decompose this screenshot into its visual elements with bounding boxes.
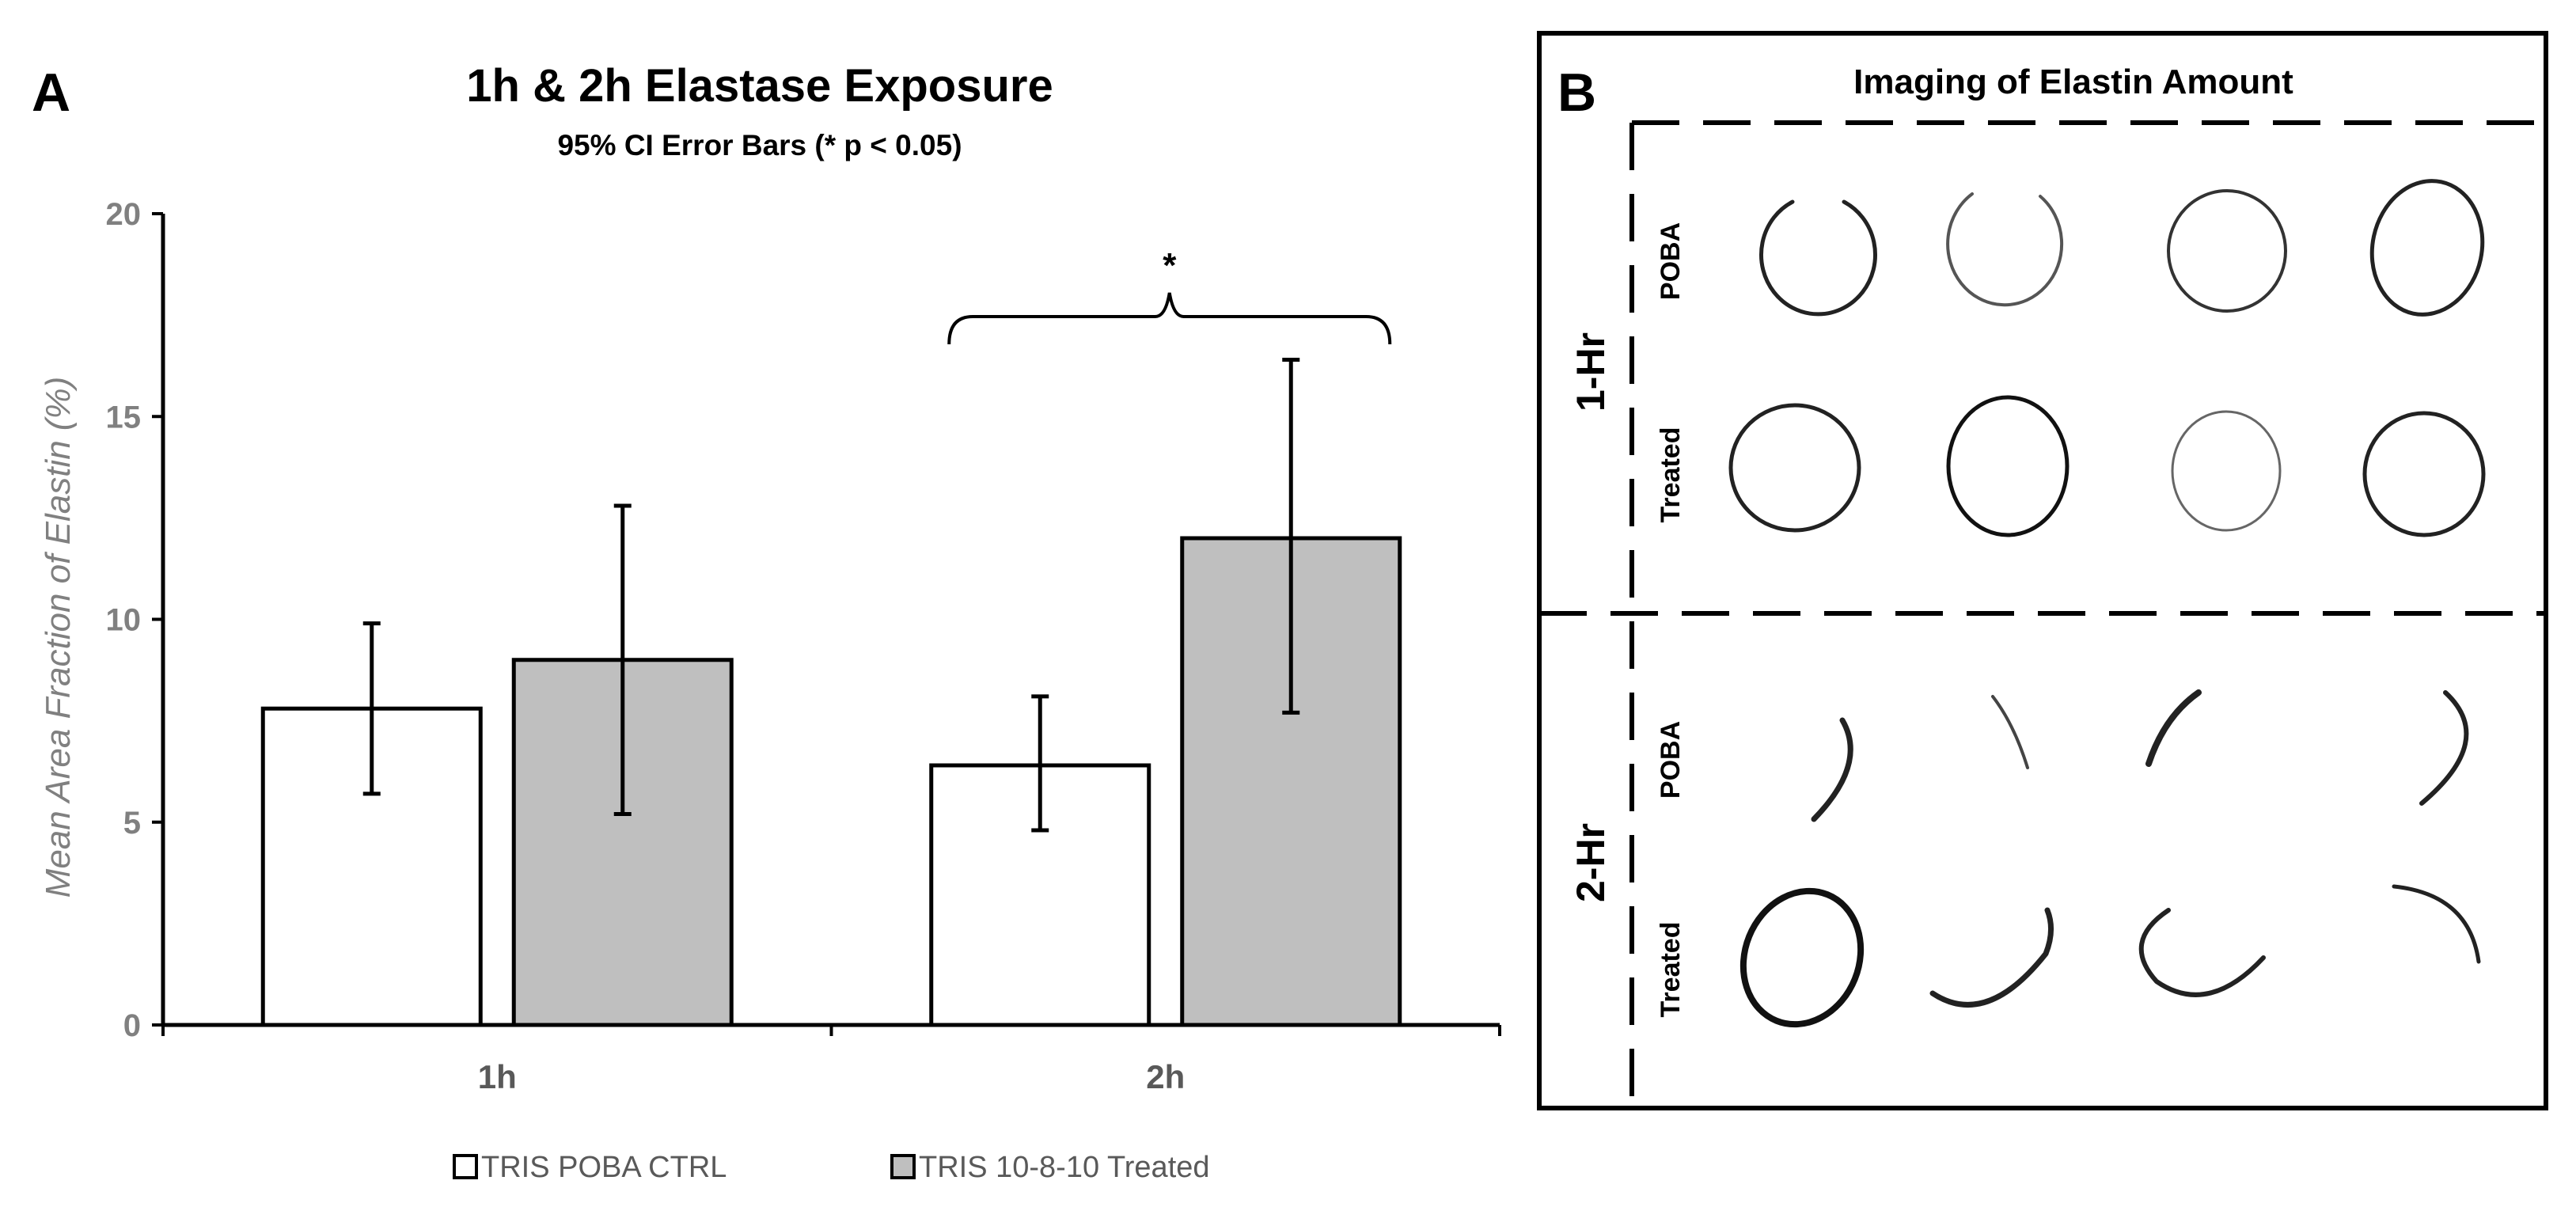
fragment-2hr-poba-4 bbox=[2419, 690, 2469, 806]
x-tick-label: 2h bbox=[1146, 1058, 1185, 1095]
row-label-2hr-treated: Treated bbox=[1656, 922, 1686, 1018]
legend-label-poba: TRIS POBA CTRL bbox=[481, 1151, 727, 1184]
ring-1hr-poba-4 bbox=[2369, 179, 2485, 317]
ring-1hr-treated-3 bbox=[2171, 410, 2282, 532]
ring-1hr-treated-4 bbox=[2362, 411, 2486, 537]
fragment-2hr-treated-3 bbox=[2138, 908, 2266, 997]
ring-1hr-poba-2 bbox=[1946, 192, 2064, 307]
fragment-2hr-treated-4 bbox=[2392, 884, 2481, 964]
significance-brace bbox=[947, 292, 1392, 345]
chart-title: 1h & 2h Elastase Exposure bbox=[466, 60, 1053, 112]
significance-marker: * bbox=[1163, 246, 1177, 285]
y-tick-label: 10 bbox=[106, 603, 142, 638]
fragment-2hr-poba-1 bbox=[1811, 717, 1853, 822]
panel-a-label: A bbox=[32, 63, 70, 123]
bar bbox=[929, 763, 1151, 1027]
ring-1hr-treated-1 bbox=[1728, 403, 1861, 533]
ring-2hr-treated-1 bbox=[1739, 887, 1865, 1028]
panel-b-frame bbox=[1537, 31, 2548, 1110]
fragment-2hr-poba-2 bbox=[1991, 695, 2029, 769]
legend-swatch-treated bbox=[890, 1154, 916, 1179]
y-tick-label: 20 bbox=[106, 197, 142, 232]
panel-b-label: B bbox=[1557, 63, 1596, 123]
ring-1hr-poba-1 bbox=[1759, 199, 1877, 317]
y-axis-label: Mean Area Fraction of Elastin (%) bbox=[39, 377, 78, 898]
row-label-1hr-treated: Treated bbox=[1656, 427, 1686, 523]
x-tick-label: 1h bbox=[478, 1058, 517, 1095]
ring-1hr-poba-3 bbox=[2167, 189, 2287, 313]
legend-swatch-poba bbox=[453, 1154, 478, 1179]
y-tick-label: 0 bbox=[123, 1008, 141, 1043]
fragment-2hr-poba-3 bbox=[2145, 689, 2202, 767]
legend-label-treated: TRIS 10-8-10 Treated bbox=[919, 1151, 1210, 1184]
y-tick-label: 5 bbox=[123, 806, 141, 841]
bar-chart: 0 5 10 15 20 1h 2h * bbox=[106, 197, 1501, 1095]
bar bbox=[511, 658, 734, 1027]
group-label-2hr: 2-Hr bbox=[1569, 823, 1613, 902]
chart-subtitle: 95% CI Error Bars (* p < 0.05) bbox=[557, 129, 962, 161]
panel-b-title: Imaging of Elastin Amount bbox=[1853, 63, 2293, 101]
y-tick-label: 15 bbox=[106, 400, 142, 435]
fragment-2hr-treated-2 bbox=[1929, 907, 2054, 1008]
group-label-1hr: 1-Hr bbox=[1569, 332, 1613, 412]
ring-1hr-treated-2 bbox=[1946, 395, 2070, 537]
row-label-2hr-poba: POBA bbox=[1656, 721, 1686, 799]
row-label-1hr-poba: POBA bbox=[1656, 222, 1686, 300]
